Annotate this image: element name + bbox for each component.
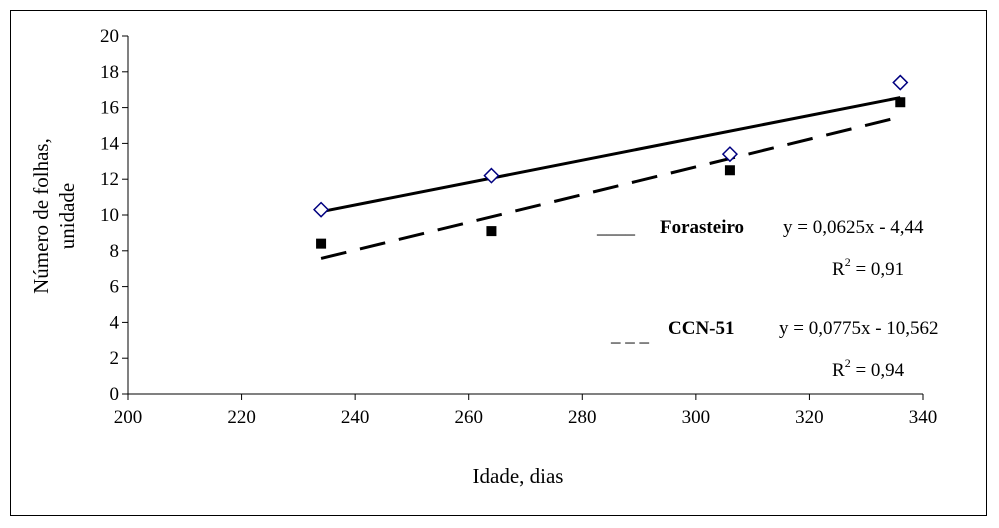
y-ticks: 0 2 4 6 8 10 12 14 16 18 20	[100, 26, 128, 405]
y-axis-title-line-2: unidade	[55, 183, 79, 249]
y-tick-label: 4	[110, 312, 120, 333]
ccn51-r2-value: = 0,94	[851, 360, 905, 381]
point-ccn51	[316, 238, 327, 249]
forasteiro-equation: y = 0,0625x - 4,44	[783, 217, 924, 238]
forasteiro-r2: R2 = 0,91	[832, 255, 904, 280]
y-axis-title-line-1: Número de folhas,	[29, 138, 53, 294]
point-ccn51	[486, 226, 497, 237]
forasteiro-r2-superscript: 2	[845, 255, 851, 269]
ccn51-r2: R2 = 0,94	[832, 356, 905, 381]
x-tick-label: 280	[568, 407, 597, 428]
point-ccn51	[724, 165, 735, 176]
x-tick-label: 200	[114, 407, 143, 428]
y-tick-label: 10	[100, 205, 119, 226]
ccn51-annotation: _ _ _ CCN-51 y = 0,0775x - 10,562 R2 = 0…	[610, 318, 939, 381]
forasteiro-r2-value: = 0,91	[851, 259, 904, 280]
trendline-ccn51	[320, 115, 901, 260]
forasteiro-r2-symbol: R	[832, 259, 845, 280]
x-tick-label: 220	[227, 407, 256, 428]
y-tick-label: 8	[110, 241, 120, 262]
trendline-forasteiro	[320, 96, 901, 214]
y-tick-label: 16	[100, 98, 119, 119]
y-tick-label: 12	[100, 169, 119, 190]
forasteiro-legend-line: ____	[596, 217, 636, 238]
x-tick-label: 320	[795, 407, 824, 428]
x-tick-label: 240	[341, 407, 370, 428]
x-tick-label: 340	[909, 407, 938, 428]
point-forasteiro	[313, 201, 330, 218]
axes: 200 220 240 260 280 300 320 340 024681012141618…	[100, 26, 937, 428]
x-axis-title: Idade, dias	[473, 464, 564, 488]
x-ticks: 200 220 240 260 280 300 320 340	[114, 394, 938, 428]
x-tick-label: 260	[454, 407, 483, 428]
x-tick-label: 300	[682, 407, 711, 428]
point-forasteiro	[721, 146, 738, 163]
y-tick-label: 14	[100, 133, 120, 154]
ccn51-equation: y = 0,0775x - 10,562	[779, 318, 939, 339]
y-tick-label: 2	[110, 348, 120, 369]
ccn51-r2-symbol: R	[832, 360, 845, 381]
ccn51-legend-label: CCN-51	[668, 318, 735, 339]
ccn51-r2-superscript: 2	[845, 356, 851, 370]
point-forasteiro	[892, 74, 909, 91]
y-tick-label: 20	[100, 26, 119, 47]
trendlines	[320, 96, 901, 260]
point-ccn51	[895, 97, 906, 108]
chart-frame	[10, 10, 987, 516]
y-tick-label: 6	[110, 277, 120, 298]
y-tick-label: 18	[100, 62, 119, 83]
y-tick-label: 0	[110, 384, 120, 405]
y-axis-title: Número de folhas, unidade	[29, 138, 79, 294]
point-forasteiro	[483, 167, 500, 184]
forasteiro-legend-label: Forasteiro	[660, 217, 744, 238]
forasteiro-annotation: ____ Forasteiro y = 0,0625x - 4,44 R2 = …	[596, 217, 924, 280]
ccn51-legend-line: _ _ _	[610, 325, 650, 346]
data-markers	[313, 74, 909, 249]
